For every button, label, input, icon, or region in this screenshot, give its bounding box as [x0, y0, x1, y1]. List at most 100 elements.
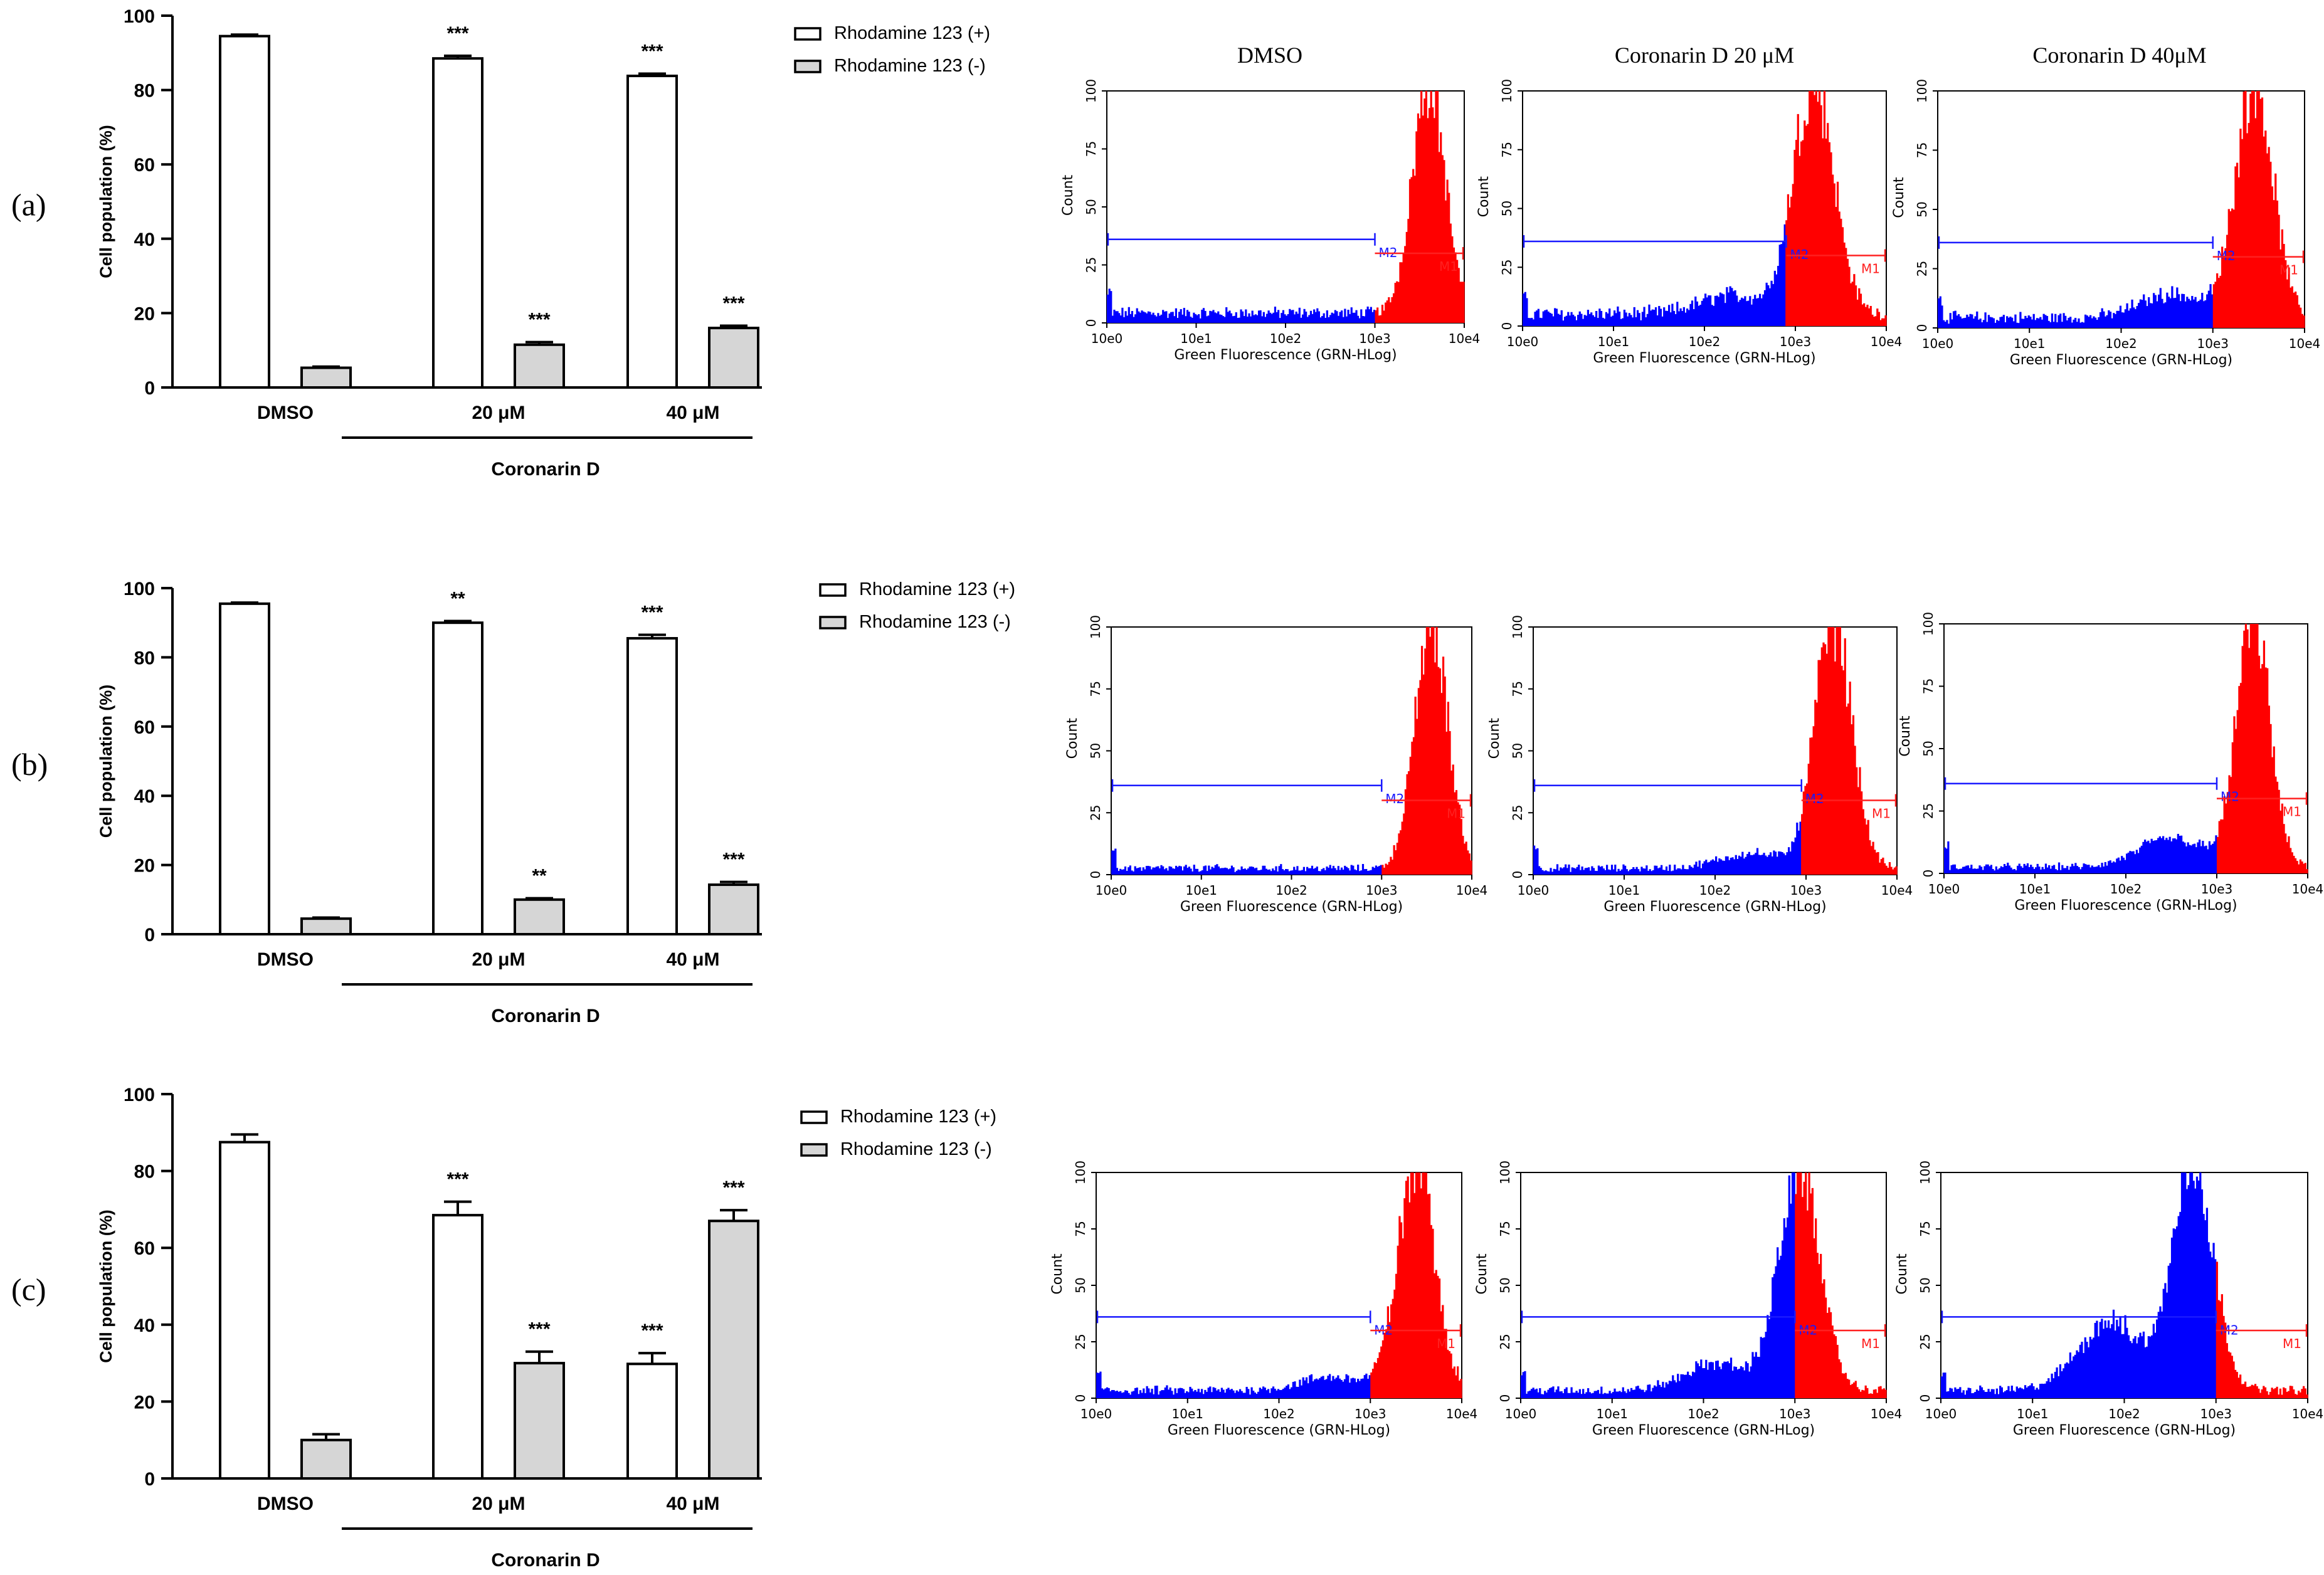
legend-label: Rhodamine 123 (-): [834, 56, 986, 76]
histogram-bin: [1724, 303, 1726, 326]
histogram-bin: [2290, 287, 2292, 328]
histogram-bin: [1802, 791, 1805, 875]
histogram-bin: [1240, 866, 1243, 875]
histogram-bin: [1220, 1388, 1223, 1398]
hist-y-tick-label: 25: [1084, 257, 1099, 273]
histogram-bin: [1148, 1388, 1150, 1398]
histogram-bin: [1295, 311, 1297, 323]
histogram-bin: [1565, 1387, 1568, 1398]
histogram-bin: [1227, 1388, 1230, 1398]
histogram-bin: [2064, 1363, 2067, 1398]
histogram-bin: [2143, 294, 2145, 328]
histogram-bin: [1175, 865, 1178, 875]
histogram-bin: [1735, 855, 1737, 875]
histogram-bin: [1597, 318, 1599, 326]
histogram-bin: [1972, 1393, 1975, 1398]
histogram-bin: [1982, 1390, 1985, 1398]
histogram-bin: [1394, 283, 1397, 323]
histogram-bin: [1841, 227, 1844, 326]
histogram-bin: [1733, 1366, 1736, 1398]
histogram-bin: [1121, 870, 1123, 875]
histogram-bin: [1666, 310, 1669, 326]
histogram-bin: [1401, 821, 1403, 875]
histogram-bin: [2086, 315, 2088, 328]
histogram-bin: [2205, 1208, 2209, 1398]
histogram-bin: [1804, 120, 1806, 326]
histogram-bin: [1164, 1387, 1166, 1398]
histogram-bin: [1594, 870, 1597, 875]
histogram-bin: [1857, 787, 1859, 875]
histogram-bin: [1784, 855, 1787, 875]
histogram-bin: [1545, 870, 1547, 875]
histogram-bin: [1535, 1388, 1538, 1398]
significance-label: ***: [722, 1177, 744, 1198]
histogram-bin: [1215, 313, 1218, 323]
histogram-bin: [1386, 1306, 1389, 1398]
histogram-bin: [1883, 1388, 1885, 1398]
histogram-bin: [1842, 670, 1845, 875]
histogram-bin: [2300, 307, 2302, 328]
histogram-bin: [1713, 305, 1715, 326]
bar: [626, 637, 678, 935]
histogram-bin: [2014, 314, 2017, 328]
histogram-bin: [2199, 840, 2201, 873]
histogram-bin: [1392, 1298, 1394, 1398]
histogram-bin: [2044, 863, 2047, 873]
histogram-bin: [1825, 653, 1828, 875]
histogram-bin: [1449, 223, 1452, 323]
histogram-bin: [1614, 865, 1617, 875]
histogram-bin: [1155, 867, 1158, 875]
histogram-bin: [1360, 1379, 1363, 1398]
histogram-bin: [1457, 802, 1459, 875]
histogram-bin: [1289, 308, 1291, 323]
histogram-bin: [1240, 1391, 1243, 1398]
histogram-bin: [2205, 845, 2207, 873]
histogram-bin: [1654, 307, 1657, 326]
histogram-bin: [1587, 1388, 1590, 1398]
histogram-bin: [2084, 1337, 2086, 1398]
histogram-bin: [1833, 1334, 1835, 1398]
histogram-bin: [1216, 864, 1218, 875]
histogram-bin: [1772, 284, 1775, 326]
histogram-bin: [1959, 316, 1962, 328]
histogram-bin: [1750, 1366, 1752, 1398]
hist-y-tick-label: 100: [1918, 1161, 1933, 1184]
histogram-bin: [1274, 307, 1277, 323]
histogram-bin: [2116, 310, 2118, 328]
histogram-bin: [1410, 177, 1413, 323]
histogram-bin: [1260, 1389, 1263, 1398]
hist-y-tick-label: 100: [1073, 1161, 1088, 1184]
histogram-bin: [1147, 865, 1149, 875]
histogram-bin: [2219, 275, 2222, 328]
histogram-bin: [2244, 1381, 2247, 1398]
histogram-bin: [1357, 315, 1360, 323]
hist-x-label: Green Fluorescence (GRN-HLog): [1603, 899, 1826, 915]
histogram-bin: [1525, 1393, 1528, 1398]
histogram-bin: [2298, 304, 2300, 328]
histogram-bin: [1434, 662, 1437, 875]
histogram-bin: [1259, 310, 1262, 323]
histogram-bin: [2253, 91, 2255, 328]
histogram-bin: [2034, 1389, 2037, 1398]
histogram-bin: [2236, 710, 2239, 873]
histogram-bin: [1307, 1383, 1309, 1398]
histogram-bin: [1941, 1376, 1943, 1398]
histogram-bin: [1533, 845, 1536, 875]
histogram-bin: [1651, 871, 1653, 875]
hist-y-tick-label: 50: [1084, 199, 1099, 214]
histogram-bin: [2069, 1352, 2072, 1398]
histogram-bin: [1415, 131, 1418, 323]
histogram-bin: [2244, 91, 2247, 328]
histogram-bin: [1246, 316, 1249, 323]
histogram-bin: [1607, 313, 1609, 326]
histogram-bin: [1795, 140, 1798, 326]
histogram-bin: [1618, 311, 1621, 326]
histogram-bin: [1627, 316, 1629, 326]
bar: [300, 366, 352, 389]
histogram-bin: [2185, 846, 2188, 873]
histogram-bin: [1798, 1172, 1800, 1398]
histogram-bin: [2266, 153, 2269, 328]
histogram-bin: [1760, 1337, 1762, 1398]
